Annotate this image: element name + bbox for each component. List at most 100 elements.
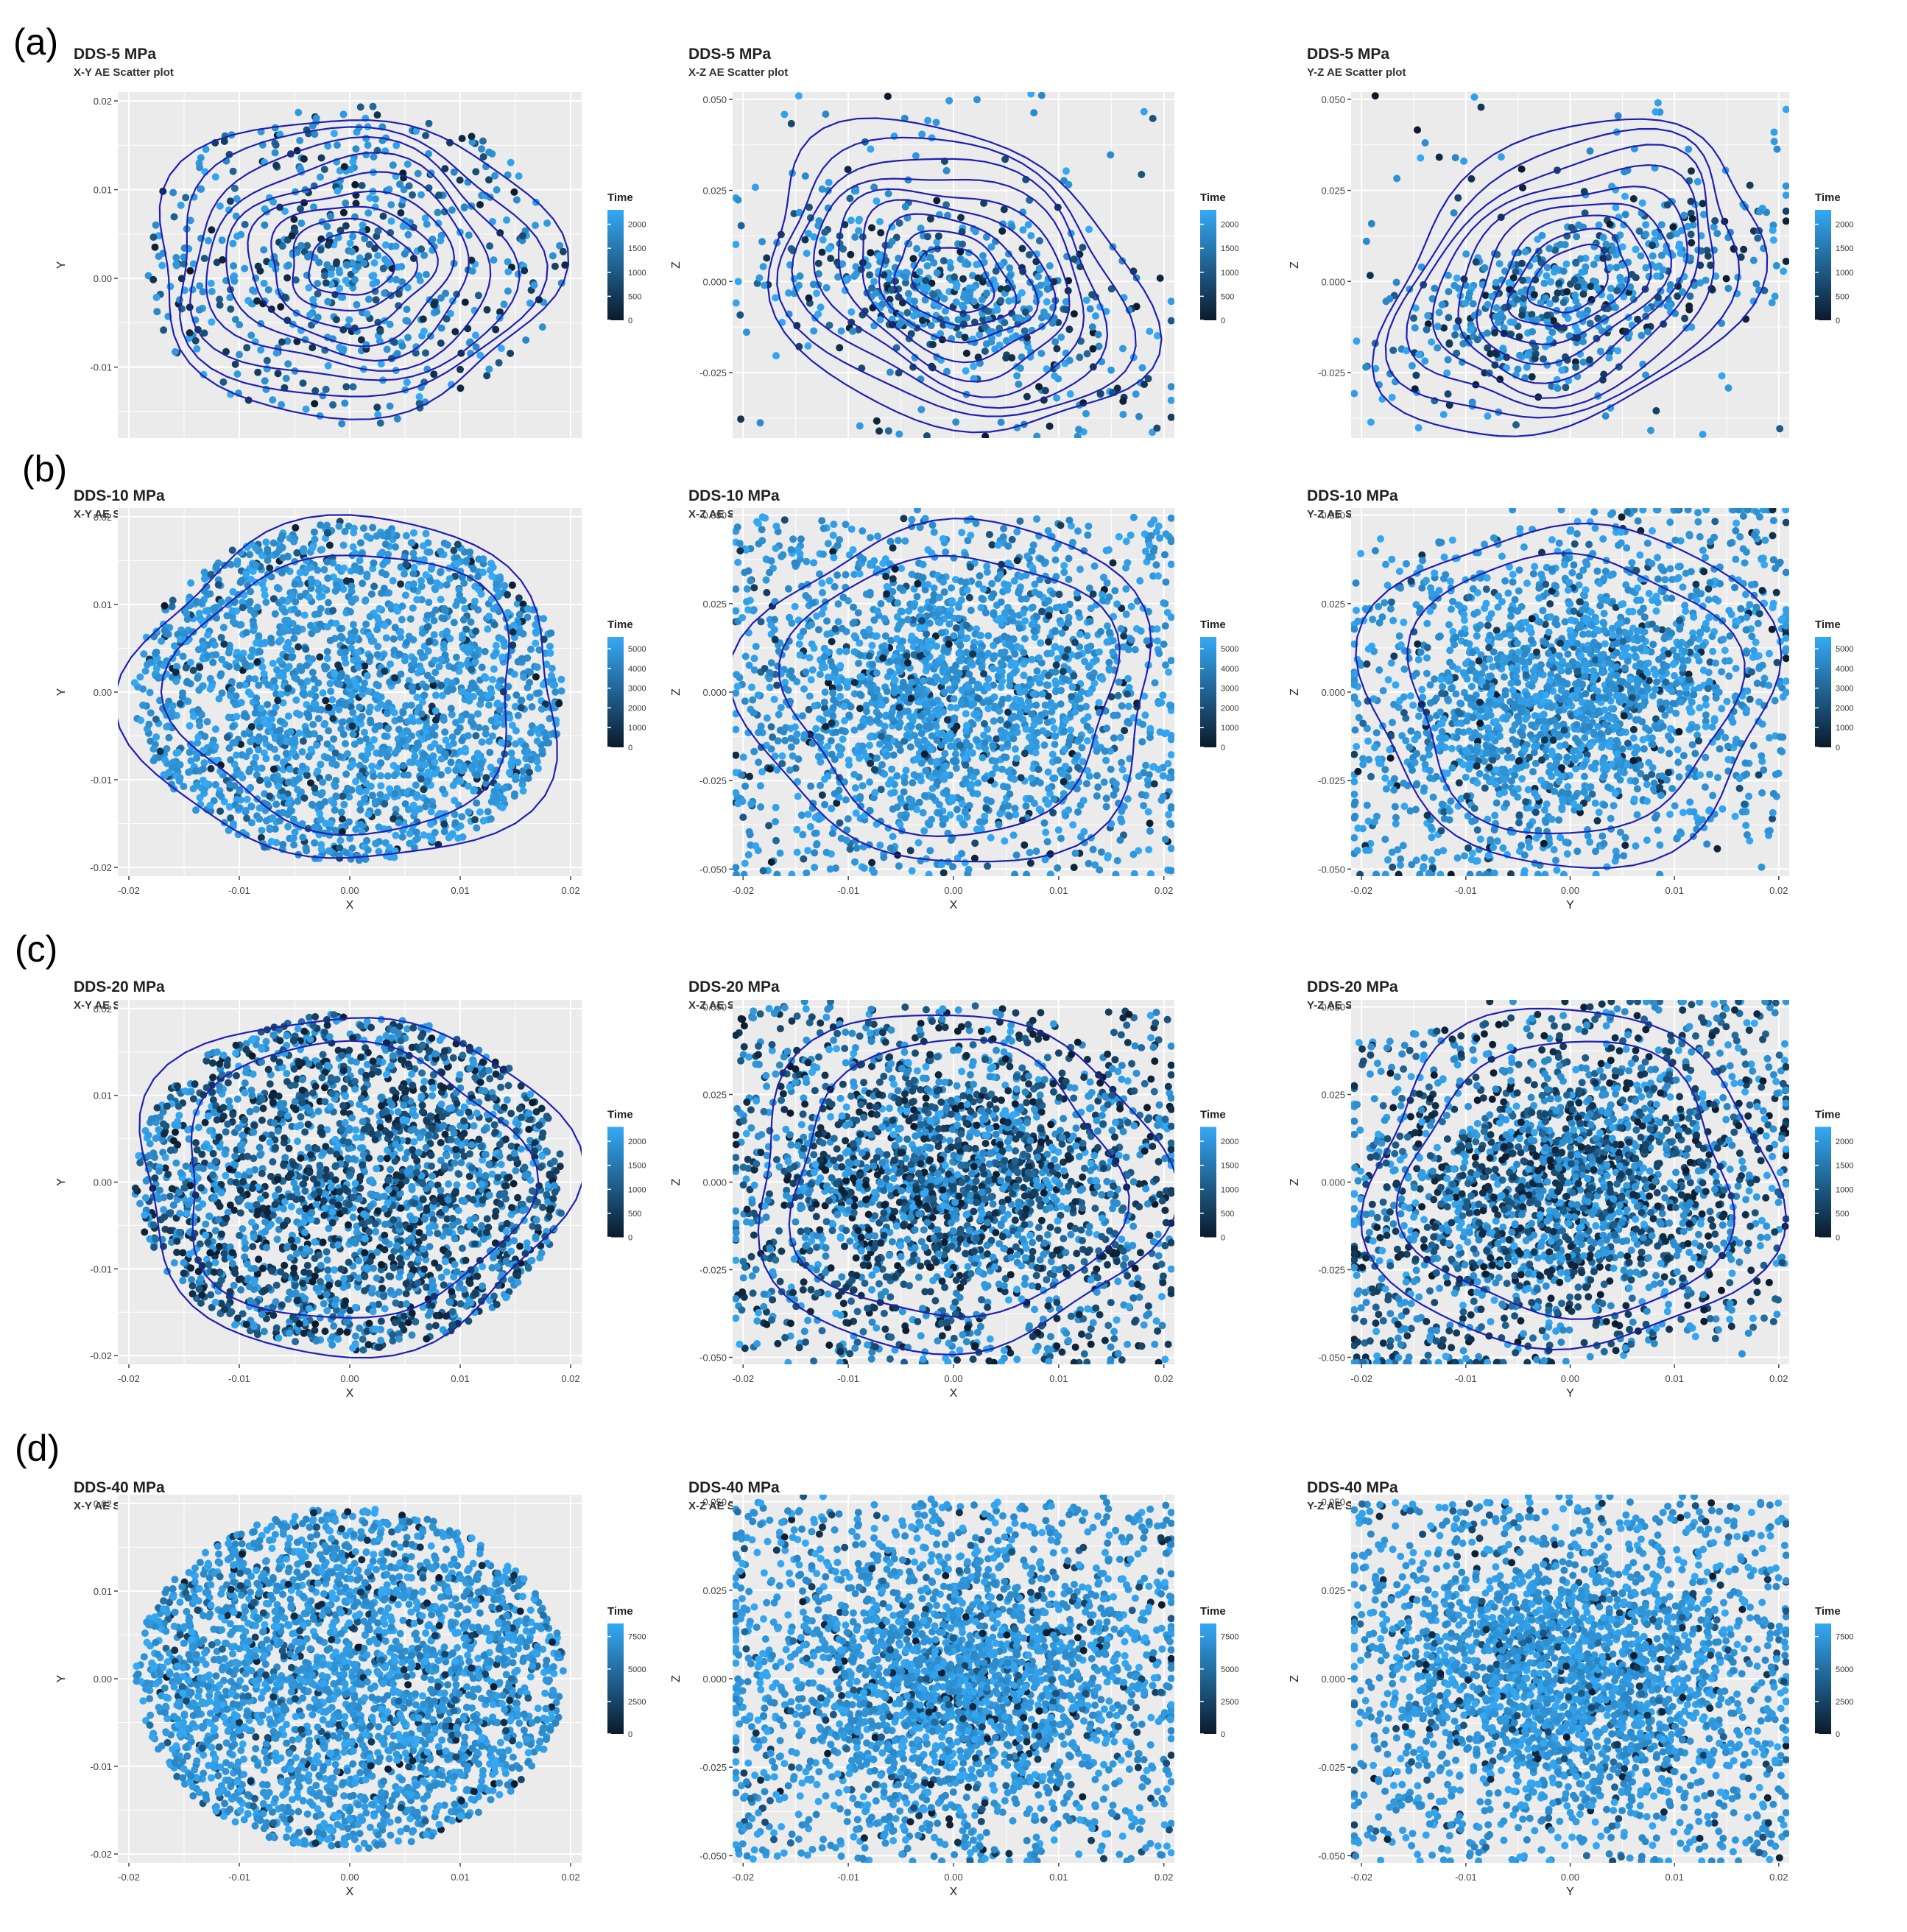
data-point xyxy=(468,679,476,687)
data-point xyxy=(405,182,413,190)
data-point xyxy=(356,565,364,573)
data-point xyxy=(1021,309,1029,316)
data-point xyxy=(266,792,274,800)
data-point xyxy=(265,551,273,560)
data-point xyxy=(890,691,898,699)
data-point xyxy=(289,652,297,660)
data-point xyxy=(186,680,194,688)
data-point xyxy=(242,713,250,721)
data-point xyxy=(437,755,445,763)
data-point xyxy=(336,752,344,761)
data-point xyxy=(392,831,400,839)
data-point xyxy=(1006,325,1014,334)
data-point xyxy=(289,229,297,237)
data-point xyxy=(187,757,195,765)
data-point xyxy=(1543,361,1551,369)
data-point xyxy=(174,673,181,681)
data-point xyxy=(454,762,462,770)
data-point xyxy=(1640,232,1649,240)
data-point xyxy=(1553,242,1561,250)
data-point xyxy=(926,677,934,685)
data-point xyxy=(353,722,362,730)
data-point xyxy=(1007,270,1015,278)
data-point xyxy=(476,351,484,359)
data-point xyxy=(392,367,400,374)
data-point xyxy=(946,258,954,267)
data-point xyxy=(796,555,804,563)
legend-tick-label: 2000 xyxy=(628,704,646,713)
data-point xyxy=(482,730,490,738)
data-point xyxy=(323,521,331,529)
data-point xyxy=(309,721,317,728)
data-point xyxy=(824,204,832,212)
data-point xyxy=(367,743,375,751)
data-point xyxy=(976,359,984,367)
data-point xyxy=(1589,277,1597,285)
data-point xyxy=(924,598,932,606)
data-point xyxy=(889,544,897,552)
data-point xyxy=(373,696,381,704)
data-point xyxy=(353,658,362,666)
data-point xyxy=(1689,221,1697,229)
data-point xyxy=(1780,267,1788,275)
data-point xyxy=(741,859,749,867)
data-point xyxy=(917,406,926,414)
data-point xyxy=(362,261,370,268)
data-point xyxy=(290,635,298,642)
data-point xyxy=(250,627,258,635)
density-contour xyxy=(1406,144,1715,409)
data-point xyxy=(336,166,344,174)
data-point xyxy=(803,869,811,876)
data-point xyxy=(1520,295,1528,303)
data-point xyxy=(381,800,389,808)
data-point xyxy=(923,318,931,326)
data-point xyxy=(959,224,967,232)
data-point xyxy=(250,561,258,569)
data-point xyxy=(272,349,281,357)
data-point xyxy=(1037,387,1046,394)
data-point xyxy=(475,724,483,732)
data-point xyxy=(477,584,485,592)
data-point xyxy=(395,302,403,310)
data-point xyxy=(338,719,346,727)
data-point xyxy=(1572,297,1580,305)
data-point xyxy=(1456,292,1464,300)
data-point xyxy=(263,364,271,373)
data-point xyxy=(344,750,351,758)
data-point xyxy=(428,708,436,716)
data-point xyxy=(459,596,467,604)
data-point xyxy=(1687,197,1695,205)
data-point xyxy=(364,846,372,854)
data-point xyxy=(923,603,931,611)
data-point xyxy=(137,716,145,724)
data-point xyxy=(284,616,292,624)
data-point xyxy=(1062,297,1070,306)
data-point xyxy=(391,624,399,632)
data-point xyxy=(258,551,267,560)
data-point xyxy=(383,532,391,540)
data-point xyxy=(322,586,331,594)
data-point xyxy=(404,736,412,744)
data-point xyxy=(218,236,226,244)
data-point xyxy=(500,638,508,646)
data-point xyxy=(767,630,775,638)
data-point xyxy=(366,314,374,322)
data-point xyxy=(212,651,220,659)
data-point xyxy=(508,646,515,655)
data-point xyxy=(942,201,951,209)
data-point xyxy=(248,646,256,654)
data-point xyxy=(241,681,249,689)
data-point xyxy=(534,614,541,622)
data-point xyxy=(373,111,381,119)
data-point xyxy=(763,556,771,564)
data-point xyxy=(324,362,332,370)
data-point xyxy=(225,663,233,671)
data-point xyxy=(1655,262,1663,270)
data-point xyxy=(847,525,856,533)
data-point xyxy=(395,725,403,733)
data-point xyxy=(850,272,859,281)
data-point xyxy=(1563,288,1571,296)
data-point xyxy=(1501,303,1509,311)
data-point xyxy=(478,663,486,671)
data-point xyxy=(482,780,490,788)
